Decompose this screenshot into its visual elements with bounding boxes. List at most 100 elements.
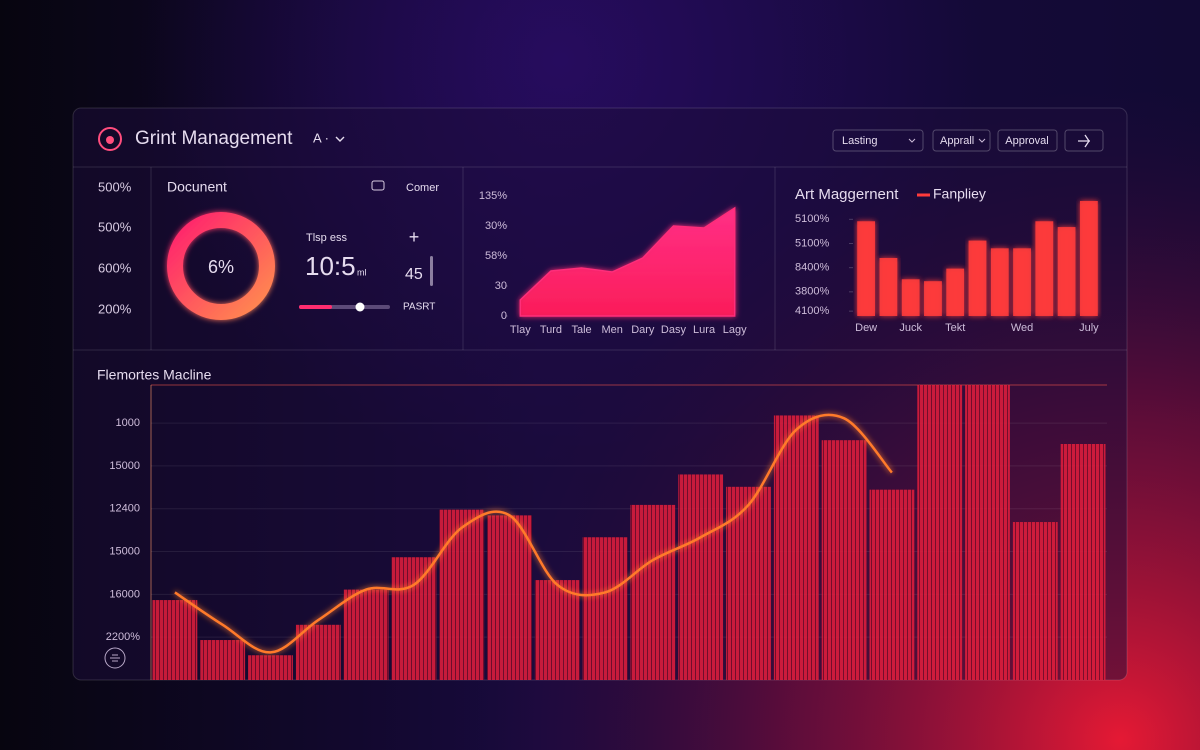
x-tick-label: Turd [540,324,562,336]
stat-label: Tlsp ess [306,232,347,244]
icon [110,654,120,662]
widget-title: Docunent [167,179,227,195]
icon[interactable] [104,647,126,669]
bar [901,279,920,316]
dropdown[interactable] [932,129,991,152]
y-tick-label: 15000 [109,545,140,557]
bar [1035,221,1054,316]
slider-knob[interactable] [355,302,365,312]
slider-label: PASRT [403,302,435,313]
y-tick-label: 5100% [795,237,829,249]
y-tick-label: 30 [495,280,507,292]
x-tick-label: Lagy [723,324,747,336]
bar [630,504,676,680]
x-tick-label: Tlay [510,324,531,336]
x-tick-label: Dasy [661,324,687,336]
bar [487,515,532,680]
bar [200,640,246,680]
x-tick-label: Dary [631,324,655,336]
bar [946,268,965,316]
x-tick-label: Tekt [945,322,965,334]
x-tick-label: Wed [1011,322,1033,334]
bar [391,557,437,680]
bar [965,385,1010,680]
bar [879,258,898,316]
donut [167,212,275,320]
bar [1060,444,1106,680]
y-tick-label: 2200% [106,631,140,643]
x-tick-label: Juck [899,322,922,334]
stat-count: 45 [405,266,423,283]
widget-action[interactable]: Comer [406,182,439,194]
bar [773,415,819,680]
bar [990,248,1009,316]
chevron [978,138,986,143]
icon-button[interactable] [1064,129,1104,152]
bar [726,486,771,680]
chart-title: Art Maggernent [795,186,899,203]
y-tick-label: 8400% [795,262,829,274]
bar [248,655,293,680]
bar [582,537,628,680]
bar [1013,248,1031,316]
chevron [908,138,916,143]
y-tick-label: 3800% [795,286,829,298]
bar [1012,522,1058,680]
logo [98,127,122,151]
bar [857,221,876,316]
line [174,413,893,654]
y-tick-label: 5100% [795,213,829,225]
x-tick-label: Dew [855,322,877,334]
legend-label: Fanpliey [933,186,986,202]
y-tick-label: 4100% [795,305,829,317]
dropdown[interactable] [832,129,924,152]
chart-title: Flemortes Macline [97,367,212,383]
button[interactable] [997,129,1058,152]
dropdown-label: Lasting [842,135,877,147]
side-label: 500% [98,219,132,234]
y-tick-label: 16000 [109,588,140,600]
logo [106,136,114,144]
bar [1079,200,1098,316]
bar [152,600,198,680]
x-tick-label: Lura [693,324,716,336]
y-tick-label: 12400 [109,503,140,515]
y-tick-label: 30% [485,220,507,232]
bar [821,440,867,680]
user-menu[interactable]: A · [313,130,329,145]
dropdown-label: Apprall [940,135,974,147]
button-label: Approval [1005,135,1048,147]
chevron [335,136,345,142]
scroll-indicator [430,256,433,286]
bar [1057,227,1076,316]
icon [371,180,385,191]
side-label: 500% [98,179,132,194]
bar [917,385,963,680]
x-tick-label: Tale [571,324,591,336]
area [519,206,736,317]
stat-value: 10:5 [305,251,356,281]
side-label: 600% [98,260,132,275]
x-tick-label: Men [601,324,622,336]
donut-label: 6% [208,257,234,277]
bar [968,240,987,316]
bar [534,580,580,680]
bar [678,474,724,680]
y-tick-label: 58% [485,250,507,262]
bar [343,589,389,680]
y-tick-label: 1000 [116,417,140,429]
icon [1078,134,1090,148]
side-label: 200% [98,301,132,316]
y-tick-label: 0 [501,310,507,322]
x-tick-label: July [1079,322,1099,334]
bar [869,489,915,680]
bar [295,624,341,680]
y-tick-label: 135% [479,190,507,202]
app-title: Grint Management [135,128,293,149]
y-tick-label: 15000 [109,460,140,472]
plus[interactable]: + [409,227,420,247]
stat-unit: ml [357,267,367,277]
bar [924,281,942,316]
